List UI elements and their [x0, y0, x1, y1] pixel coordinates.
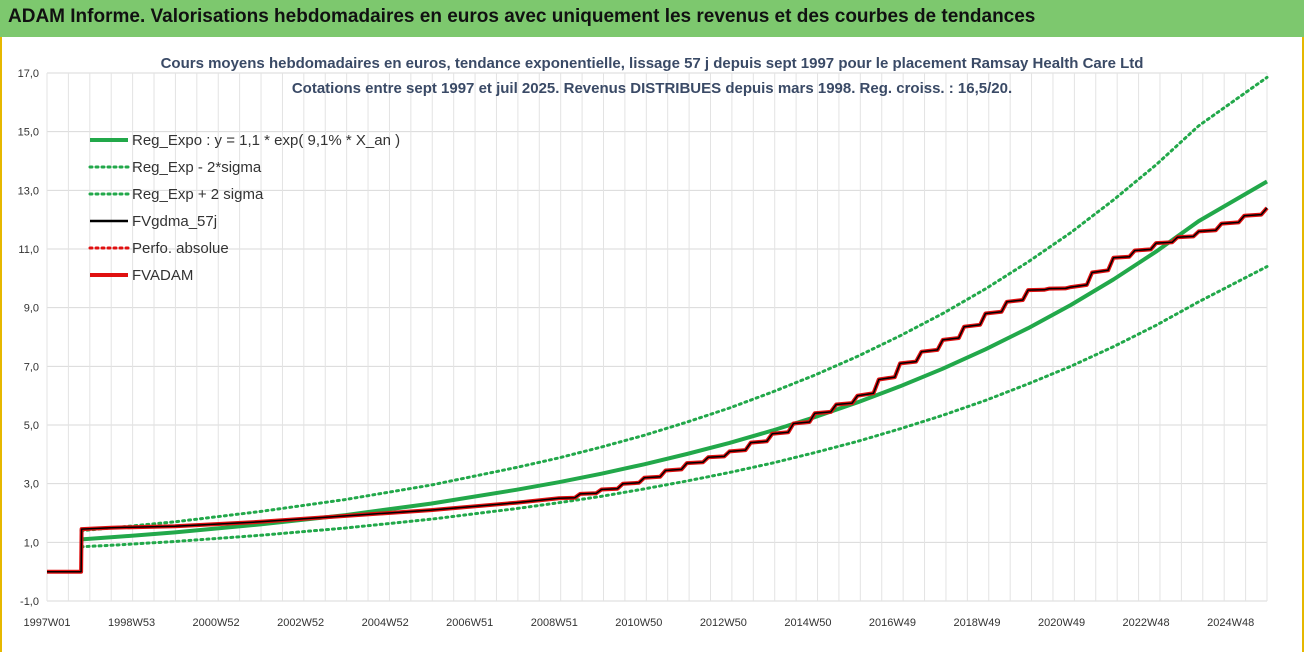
x-tick-label: 2022W48: [1123, 617, 1170, 629]
x-tick-label: 2010W50: [615, 617, 662, 629]
x-tick-label: 2020W49: [1038, 617, 1085, 629]
y-tick-label: 5,0: [24, 420, 39, 432]
legend-label: FVADAM: [132, 267, 193, 284]
chart-subtitle: Cotations entre sept 1997 et juil 2025. …: [291, 80, 1013, 97]
grid-layer: [46, 72, 1268, 602]
series-line-reg-exp-2-sigma: [79, 265, 1269, 549]
legend-label: FVgdma_57j: [132, 213, 217, 230]
legend-label: Reg_Expo : y = 1,1 * exp( 9,1% * X_an ): [132, 132, 400, 149]
legend-label: Perfo. absolue: [132, 240, 229, 257]
series-line-fvadam: [47, 206, 1269, 574]
banner-title: ADAM Informe. Valorisations hebdomadaire…: [8, 6, 1036, 27]
series-line-reg-expo-y-1-1-exp-9-1-x-an: [79, 179, 1269, 542]
series-line-reg-exp-2-sigma: [79, 75, 1269, 533]
x-tick-label: 2008W51: [531, 617, 578, 629]
legend: Reg_Expo : y = 1,1 * exp( 9,1% * X_an ) R…: [88, 132, 400, 284]
y-tick-label: 13,0: [18, 185, 39, 197]
y-tick-label: 11,0: [18, 244, 39, 256]
y-tick-label: 9,0: [24, 303, 39, 315]
legend-label: Reg_Exp - 2*sigma: [132, 159, 262, 176]
y-tick-label: 7,0: [24, 361, 39, 373]
x-tick-label: 2014W50: [784, 617, 831, 629]
x-tick-label: 2004W52: [362, 617, 409, 629]
x-tick-label: 1997W01: [23, 617, 70, 629]
x-tick-label: 2018W49: [953, 617, 1000, 629]
y-tick-label: 17,0: [18, 68, 39, 80]
y-tick-label: -1,0: [20, 596, 39, 608]
series-line-fvgdma-57j: [47, 207, 1268, 573]
axis-layer: 17,0 15,0 13,0 11,0 9,0 7,0 5,0 3,0 1,0 -1,0 1997W…: [18, 68, 1255, 629]
x-tick-label: 2006W51: [446, 617, 493, 629]
x-tick-label: 2012W50: [700, 617, 747, 629]
y-tick-label: 1,0: [24, 537, 39, 549]
x-tick-label: 2024W48: [1207, 617, 1254, 629]
title-banner: ADAM Informe. Valorisations hebdomadaire…: [0, 0, 1304, 37]
legend-label: Reg_Exp + 2 sigma: [132, 186, 264, 203]
x-tick-label: 2016W49: [869, 617, 916, 629]
x-tick-label: 1998W53: [108, 617, 155, 629]
series-layer: [47, 75, 1269, 574]
y-tick-label: 15,0: [18, 127, 39, 139]
chart-title: Cours moyens hebdomadaires en euros, ten…: [160, 55, 1144, 72]
chart-area: [0, 37, 1304, 652]
y-tick-label: 3,0: [24, 479, 39, 491]
x-tick-label: 2002W52: [277, 617, 324, 629]
x-tick-label: 2000W52: [193, 617, 240, 629]
